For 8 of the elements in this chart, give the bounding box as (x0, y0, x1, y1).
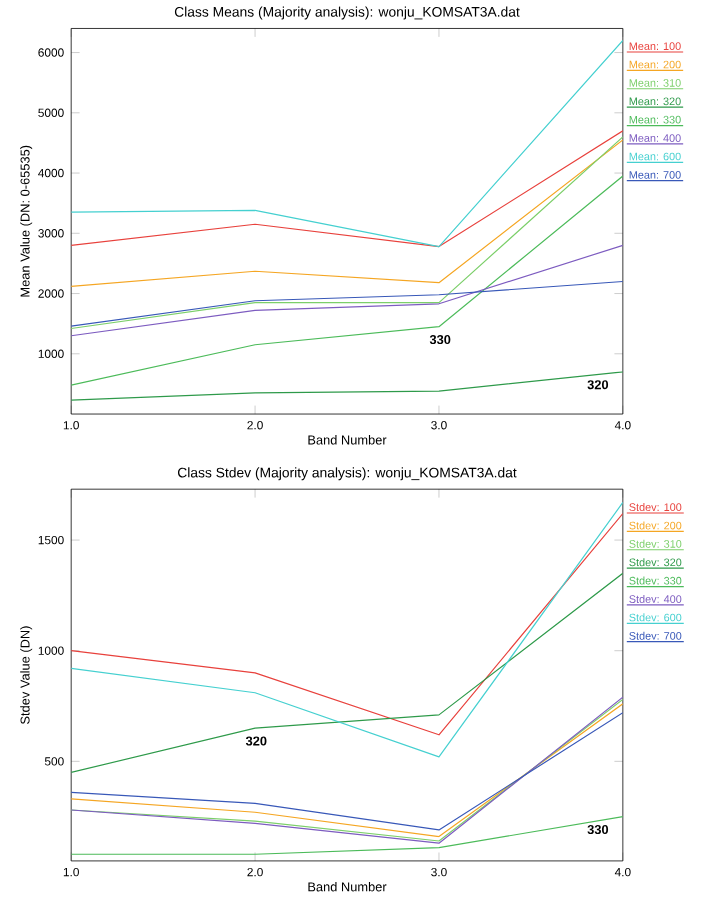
line-series (71, 175, 623, 386)
line-series (71, 371, 623, 401)
line-series (71, 130, 623, 248)
line-series (71, 139, 623, 287)
line-series (71, 572, 623, 773)
line-series (71, 39, 623, 248)
line-series (71, 244, 623, 337)
line-series (71, 280, 623, 327)
